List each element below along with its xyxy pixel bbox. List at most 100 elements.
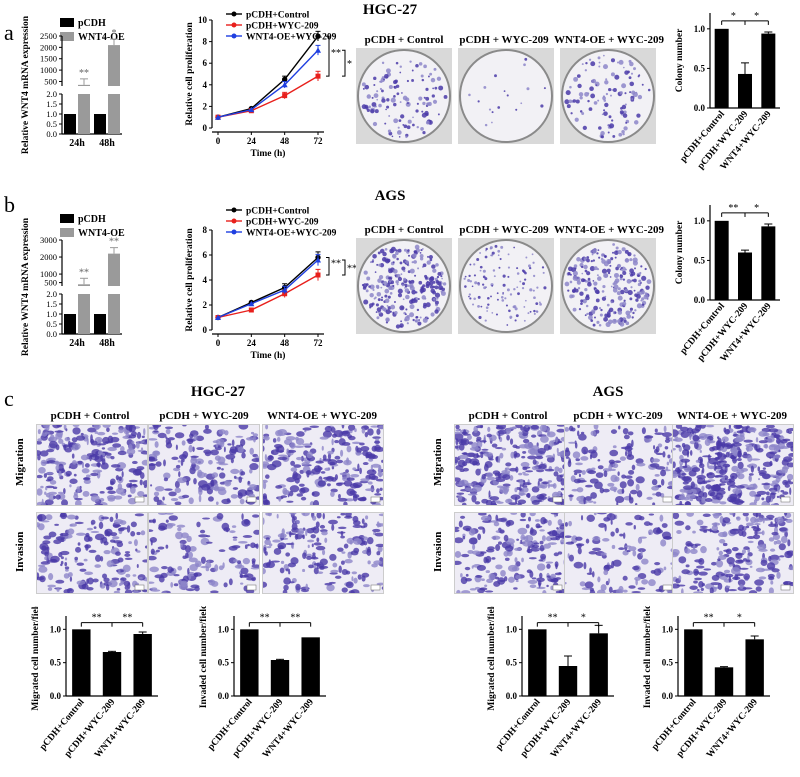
colony-spot: [536, 286, 539, 289]
colony-spot: [399, 101, 402, 104]
stained-cell: [716, 547, 720, 551]
colony-spot: [593, 266, 598, 271]
stained-cell: [136, 531, 141, 536]
stained-cell: [126, 447, 136, 455]
stained-cell: [112, 536, 120, 540]
stained-cell: [180, 580, 188, 588]
stained-cell: [559, 525, 565, 530]
colony-spot: [572, 289, 576, 293]
stained-cell: [705, 425, 715, 428]
colony-spot: [386, 258, 391, 263]
stained-cell: [267, 455, 274, 461]
stained-cell: [110, 464, 121, 468]
series-line: [217, 256, 319, 319]
colony-spot: [645, 285, 650, 290]
stained-cell: [748, 483, 758, 490]
stained-cell: [269, 543, 273, 547]
colony-spot: [425, 284, 430, 289]
stained-cell: [698, 463, 705, 469]
colony-spot: [610, 72, 615, 77]
stained-cell: [721, 441, 725, 449]
stained-cell: [527, 448, 536, 455]
stained-cell: [455, 431, 461, 435]
stained-cell: [737, 579, 746, 587]
stained-cell: [497, 455, 501, 464]
stained-cell: [585, 538, 590, 544]
stained-cell: [765, 437, 768, 440]
stained-cell: [643, 521, 651, 526]
stained-cell: [673, 461, 676, 469]
stained-cell: [290, 460, 296, 466]
stained-cell: [628, 585, 636, 589]
stained-cell: [104, 441, 114, 444]
stained-cell: [338, 494, 341, 499]
bar: [761, 33, 776, 108]
colony-spot: [418, 280, 423, 285]
colony-spot: [630, 286, 633, 289]
colony-spot: [584, 69, 587, 72]
stained-cell: [46, 448, 55, 453]
stained-cell: [557, 551, 563, 555]
legend-marker: [231, 229, 237, 235]
stained-cell: [730, 448, 737, 452]
significance-label: **: [79, 267, 89, 278]
stained-cell: [37, 564, 46, 567]
stained-cell: [603, 564, 613, 570]
stained-cell: [697, 481, 708, 485]
stained-cell: [715, 560, 724, 568]
stained-cell: [76, 580, 86, 586]
stained-cell: [655, 446, 660, 453]
colony-dish-image: [458, 238, 554, 334]
stained-cell: [100, 454, 103, 462]
x-tick-label: 48h: [99, 138, 115, 149]
stained-cell: [560, 436, 565, 442]
stained-cell: [360, 446, 370, 452]
stained-cell: [282, 487, 288, 495]
stained-cell: [111, 577, 120, 581]
stained-cell: [263, 567, 266, 575]
stained-cell: [587, 470, 597, 475]
y-tick-label: 0.5: [694, 255, 706, 265]
stained-cell: [539, 572, 543, 579]
colony-spot: [500, 245, 504, 249]
stained-cell: [702, 513, 711, 518]
colony-spot: [523, 306, 526, 308]
colony-spot: [393, 118, 399, 124]
stained-cell: [211, 472, 219, 478]
x-tick-label: 72: [314, 136, 324, 146]
series-line: [217, 259, 319, 319]
stained-cell: [88, 549, 97, 553]
colony-spot: [479, 265, 483, 269]
bar: [761, 226, 776, 300]
stained-cell: [491, 535, 501, 540]
stained-cell: [722, 463, 731, 468]
stained-cell: [219, 472, 226, 479]
stained-cell: [778, 449, 781, 453]
significance-label: **: [79, 68, 89, 79]
stained-cell: [707, 528, 711, 532]
colony-spot: [375, 284, 380, 289]
legend-swatch: [60, 228, 74, 237]
stained-cell: [237, 489, 248, 497]
stained-cell: [129, 486, 136, 494]
stained-cell: [340, 449, 344, 457]
colony-spot: [381, 61, 385, 65]
stained-cell: [180, 542, 183, 548]
stained-cell: [94, 564, 102, 568]
stained-cell: [673, 583, 680, 589]
stained-cell: [455, 560, 462, 566]
colony-spot: [533, 312, 536, 315]
stained-cell: [499, 452, 504, 459]
stained-cell: [731, 546, 739, 552]
y-tick-label: 2500: [40, 31, 57, 41]
stained-cell: [610, 531, 615, 537]
stained-cell: [92, 469, 103, 473]
colony-spot: [522, 270, 526, 274]
stained-cell: [126, 483, 132, 488]
stained-cell: [624, 475, 633, 479]
stained-cell: [768, 555, 772, 562]
stained-cell: [243, 573, 254, 578]
colony-spot: [392, 284, 395, 287]
stained-cell: [691, 431, 695, 435]
colony-spot: [584, 314, 587, 317]
